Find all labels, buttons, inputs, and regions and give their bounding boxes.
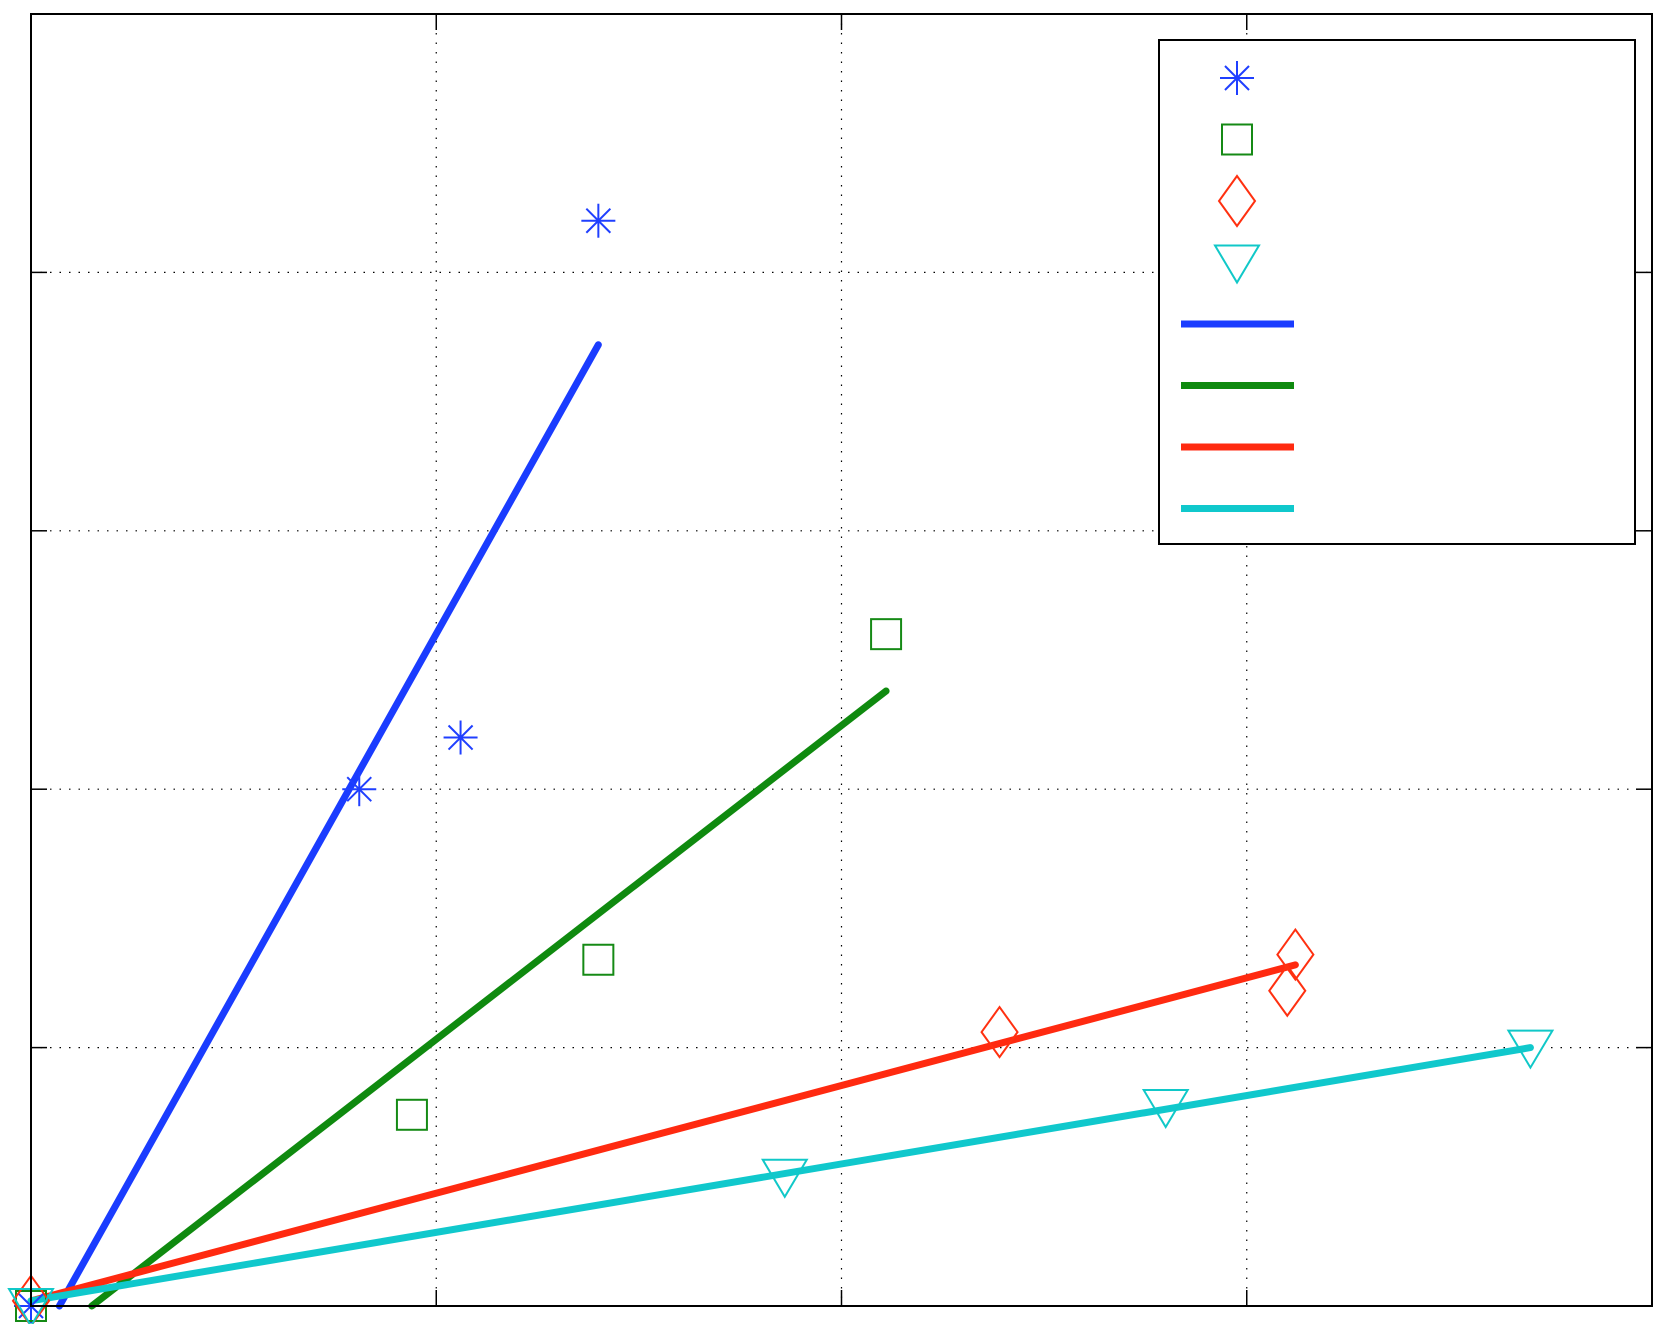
fit-line-3 xyxy=(27,961,1299,1305)
marker-diamond-3-1 xyxy=(11,1274,51,1324)
marker-triangle-down-4-4 xyxy=(1506,1029,1555,1070)
marker-diamond-3-3 xyxy=(1268,964,1307,1018)
legend xyxy=(1158,39,1636,545)
legend-marker-asterisk xyxy=(1220,61,1254,95)
grid xyxy=(31,14,1652,1306)
marker-triangle-down-4-2 xyxy=(761,1158,809,1199)
marker-square-2-2 xyxy=(395,1098,428,1131)
marker-triangle-down-4-3 xyxy=(1141,1089,1190,1129)
marker-square-2-3 xyxy=(582,943,615,976)
marker-asterisk-1-3 xyxy=(443,720,478,755)
marker-square-2-4 xyxy=(870,618,903,651)
legend-marker-square xyxy=(1221,123,1253,156)
marker-asterisk-1-2 xyxy=(342,772,377,807)
legend-box xyxy=(1158,39,1636,545)
marker-diamond-3-2 xyxy=(980,1005,1019,1059)
marker-asterisk-1-4 xyxy=(581,203,616,238)
fit-lines xyxy=(27,341,1534,1310)
fit-line-4 xyxy=(27,1044,1534,1305)
fit-line-1 xyxy=(55,341,602,1310)
legend-marker-diamond xyxy=(1217,174,1257,228)
axis-ticks xyxy=(30,13,1653,1307)
fit-line-2 xyxy=(88,687,890,1310)
marker-diamond-3-4 xyxy=(1276,927,1315,982)
legend-marker-triangle-down xyxy=(1213,244,1261,285)
